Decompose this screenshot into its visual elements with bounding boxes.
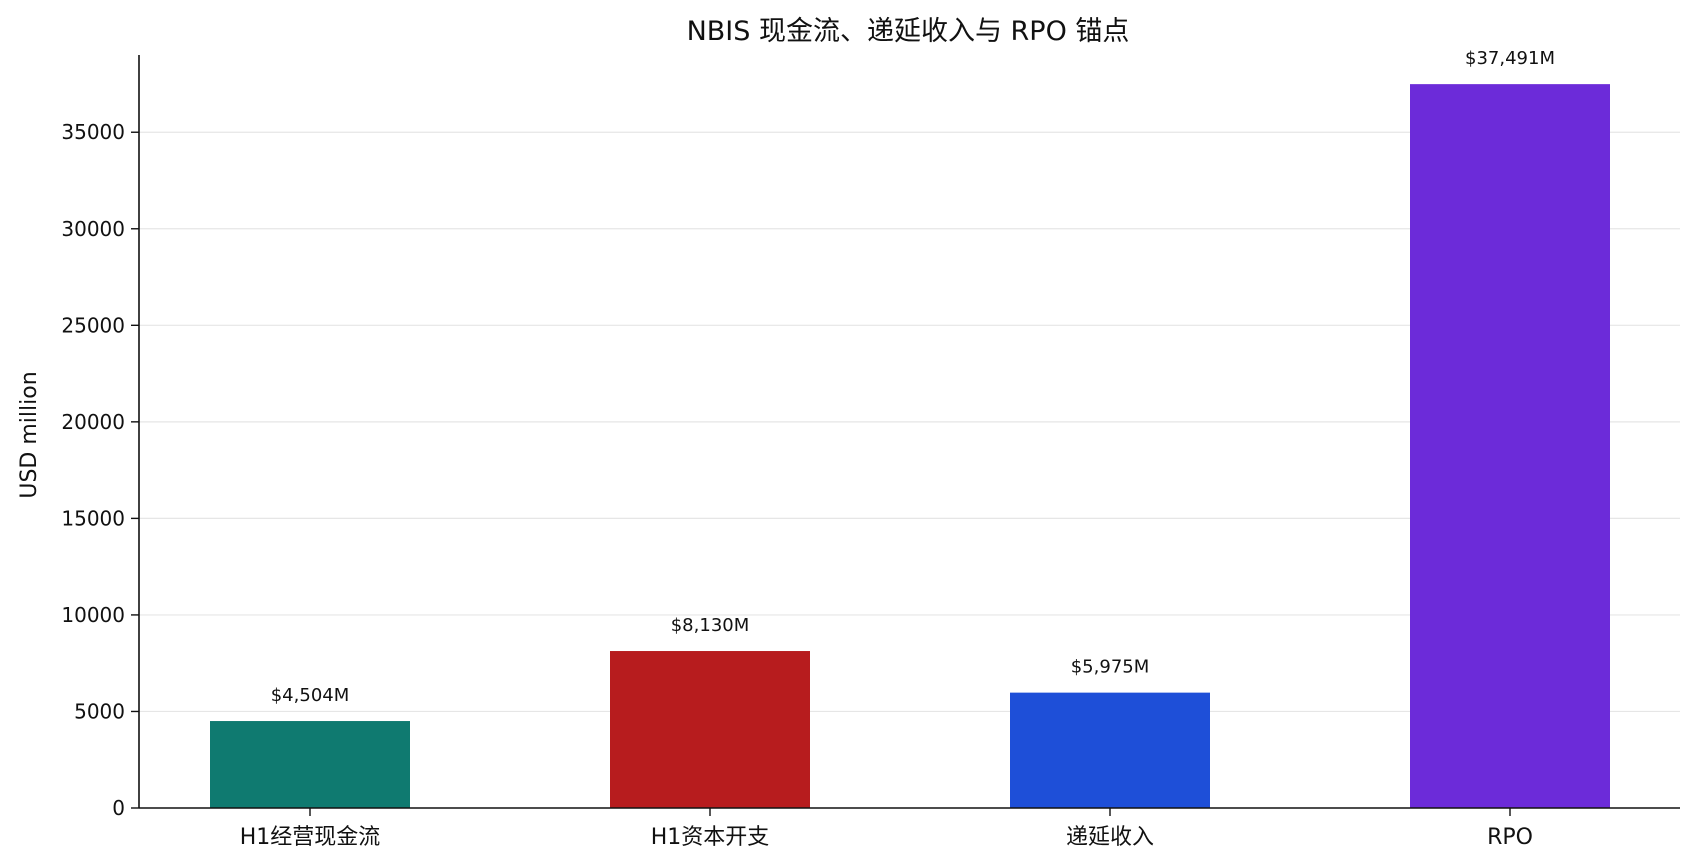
y-tick-label: 35000 [61, 120, 125, 144]
bar-1 [210, 721, 410, 808]
bar-3 [1010, 692, 1210, 808]
bar-2 [610, 651, 810, 808]
data-label-4: $37,491M [1465, 48, 1555, 69]
y-axis-label: USD million [17, 371, 42, 498]
data-labels: $4,504M $8,130M $5,975M $37,491M [271, 48, 1555, 706]
x-tick-label-1: H1经营现金流 [240, 825, 381, 850]
chart-title: NBIS 现金流、递延收入与 RPO 锚点 [687, 16, 1130, 47]
bar-4 [1410, 84, 1610, 808]
y-tick-label: 0 [112, 796, 125, 820]
data-label-2: $8,130M [671, 615, 750, 636]
x-tick-label-4: RPO [1487, 825, 1533, 850]
x-tick-label-3: 递延收入 [1066, 825, 1154, 850]
y-tick-label: 10000 [61, 603, 125, 627]
y-tick-label: 5000 [74, 699, 125, 723]
y-tick-label: 25000 [61, 313, 125, 337]
axes: 0 5000 10000 15000 20000 25000 30000 35000 H1经营现… [61, 55, 1680, 850]
y-tick-label: 20000 [61, 410, 125, 434]
data-label-1: $4,504M [271, 685, 350, 706]
x-tick-label-2: H1资本开支 [651, 825, 770, 850]
y-tick-label: 15000 [61, 506, 125, 530]
bars [210, 84, 1610, 808]
y-tick-label: 30000 [61, 217, 125, 241]
gridlines [139, 131, 1680, 713]
data-label-3: $5,975M [1071, 657, 1150, 678]
